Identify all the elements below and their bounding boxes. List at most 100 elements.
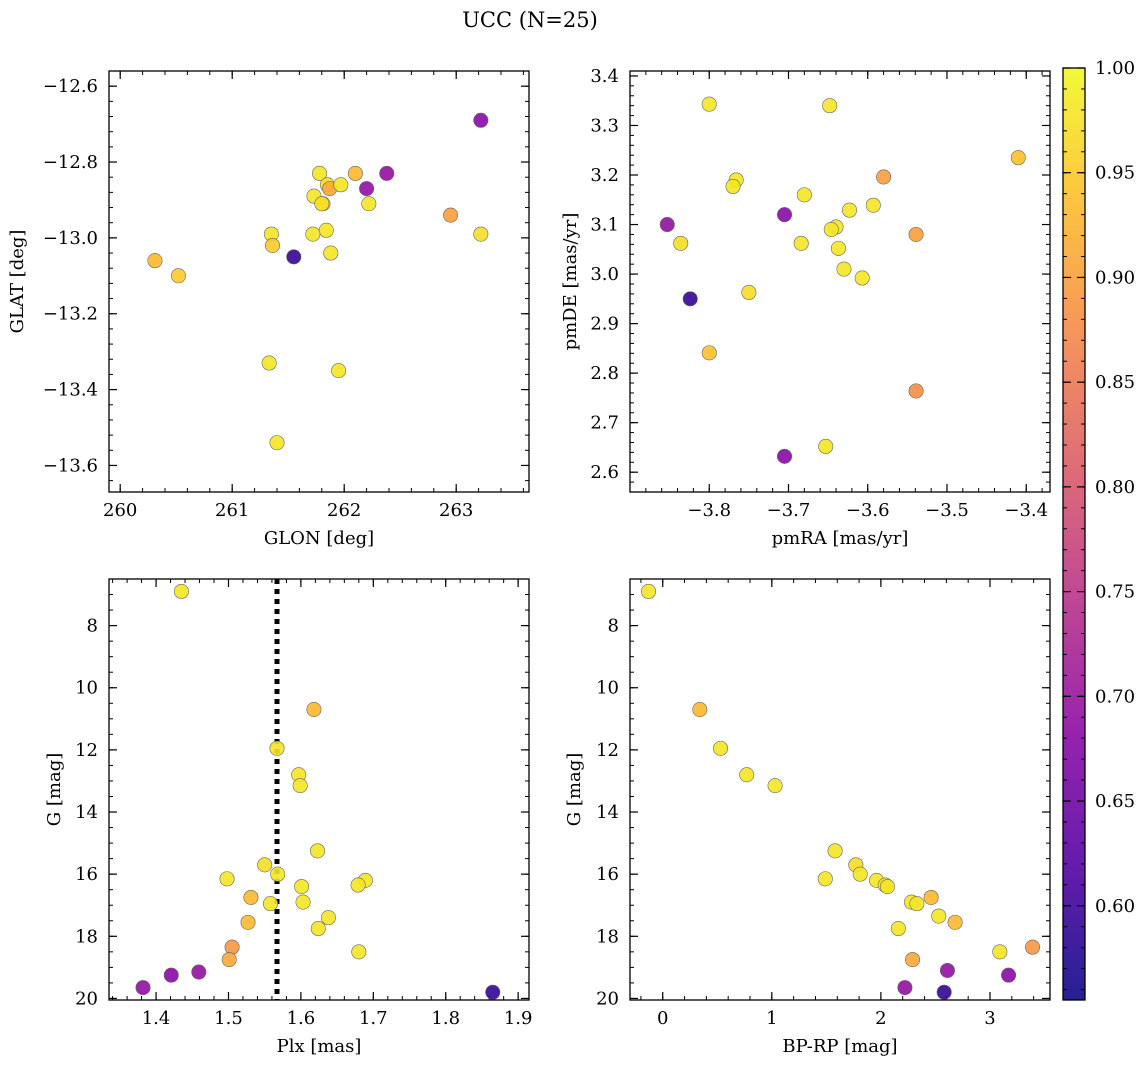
colorbar-tick-label: 0.80 [1095, 477, 1135, 498]
data-point [852, 866, 868, 882]
data-point [793, 235, 809, 251]
colorbar-tick-label: 0.95 [1095, 163, 1135, 184]
y-tick-label: 12 [596, 740, 619, 761]
data-point [879, 879, 895, 895]
y-tick-label: 8 [608, 616, 619, 637]
data-point [269, 435, 285, 451]
y-tick-label: −13.4 [43, 380, 98, 401]
figure-title: UCC (N=25) [462, 8, 598, 32]
x-tick-label: 1.9 [504, 1008, 533, 1029]
data-point [265, 237, 281, 253]
axes-frame [629, 578, 1051, 1001]
data-point [310, 843, 326, 859]
data-point [897, 980, 913, 996]
data-point [701, 96, 717, 112]
data-point [292, 778, 308, 794]
data-point [854, 270, 870, 286]
x-tick-label: 263 [439, 500, 473, 521]
colorbar-tick-label: 0.65 [1095, 791, 1135, 812]
data-point [347, 165, 363, 181]
colorbar-tick-label: 0.70 [1095, 686, 1135, 707]
data-point [361, 196, 377, 212]
data-point [333, 177, 349, 193]
data-point [379, 165, 395, 181]
data-point [701, 345, 717, 361]
y-tick-label: 10 [596, 678, 619, 699]
y-tick-label: −13.6 [43, 455, 98, 476]
plot-area [659, 96, 1026, 464]
data-point [992, 944, 1008, 960]
y-tick-label: 14 [596, 802, 619, 823]
data-point [777, 207, 793, 223]
data-point [286, 249, 302, 265]
data-point [822, 98, 838, 114]
data-point [320, 910, 336, 926]
y-axis-label: G [mag] [44, 753, 65, 826]
data-point [219, 871, 235, 887]
data-point [351, 944, 367, 960]
data-point [908, 383, 924, 399]
data-point [224, 939, 240, 955]
x-tick-label: 261 [215, 500, 249, 521]
plot-area [641, 583, 1041, 1000]
data-point [905, 952, 921, 968]
y-axis-label: G [mag] [564, 753, 585, 826]
y-tick-label: −12.8 [43, 152, 98, 173]
x-tick-label: 1.7 [359, 1008, 388, 1029]
data-point [725, 178, 741, 194]
x-tick-label: 1.4 [142, 1008, 171, 1029]
data-point [836, 261, 852, 277]
plot-area [147, 112, 489, 451]
data-point [318, 222, 334, 238]
data-point [323, 245, 339, 261]
data-point [865, 197, 881, 213]
y-tick-label: 18 [596, 926, 619, 947]
data-point [842, 202, 858, 218]
data-point [692, 701, 708, 717]
y-tick-label: 3.3 [590, 115, 619, 136]
colorbar-tick-label: 0.75 [1095, 582, 1135, 603]
data-point [827, 843, 843, 859]
data-point [641, 583, 657, 599]
x-tick-label: −3.8 [687, 500, 731, 521]
y-axis-label: pmDE [mas/yr] [560, 213, 581, 351]
x-axis-label: pmRA [mas/yr] [772, 528, 909, 549]
data-point [312, 165, 328, 181]
colorbar: 0.60 0.65 0.70 0.75 0.80 0.85 0.90 0.95 1.00 [1062, 58, 1135, 1001]
data-point [741, 284, 757, 300]
y-tick-label: 18 [75, 926, 98, 947]
y-tick-label: 3.0 [590, 264, 619, 285]
x-tick-label: 262 [327, 500, 361, 521]
data-point [1025, 939, 1041, 955]
data-point [270, 866, 286, 882]
x-tick-label: 1.8 [431, 1008, 460, 1029]
data-point [936, 984, 952, 1000]
x-axis-label: Plx [mas] [277, 1036, 362, 1057]
colorbar-frame [1062, 67, 1086, 1001]
colorbar-tick-label: 0.60 [1095, 896, 1135, 917]
data-point [262, 896, 278, 912]
axes-frame [108, 70, 530, 493]
y-tick-label: 14 [75, 802, 98, 823]
data-point [823, 221, 839, 237]
x-tick-label: 1.6 [287, 1008, 316, 1029]
y-tick-label: 2.8 [590, 363, 619, 384]
data-point [243, 889, 259, 905]
data-point [269, 740, 285, 756]
x-tick-label: −3.7 [767, 500, 811, 521]
data-point [295, 894, 311, 910]
data-point [331, 363, 347, 379]
data-point [310, 921, 326, 937]
data-point [443, 207, 459, 223]
y-tick-label: −13.2 [43, 304, 98, 325]
y-tick-label: 16 [75, 864, 98, 885]
data-point [350, 877, 366, 893]
y-tick-label: 2.7 [590, 413, 619, 434]
data-point [767, 778, 783, 794]
plot-area [135, 579, 501, 1000]
data-point [818, 438, 834, 454]
data-point [673, 235, 689, 251]
x-tick-label: 1.5 [214, 1008, 243, 1029]
data-point [294, 879, 310, 895]
x-tick-label: 260 [103, 500, 137, 521]
